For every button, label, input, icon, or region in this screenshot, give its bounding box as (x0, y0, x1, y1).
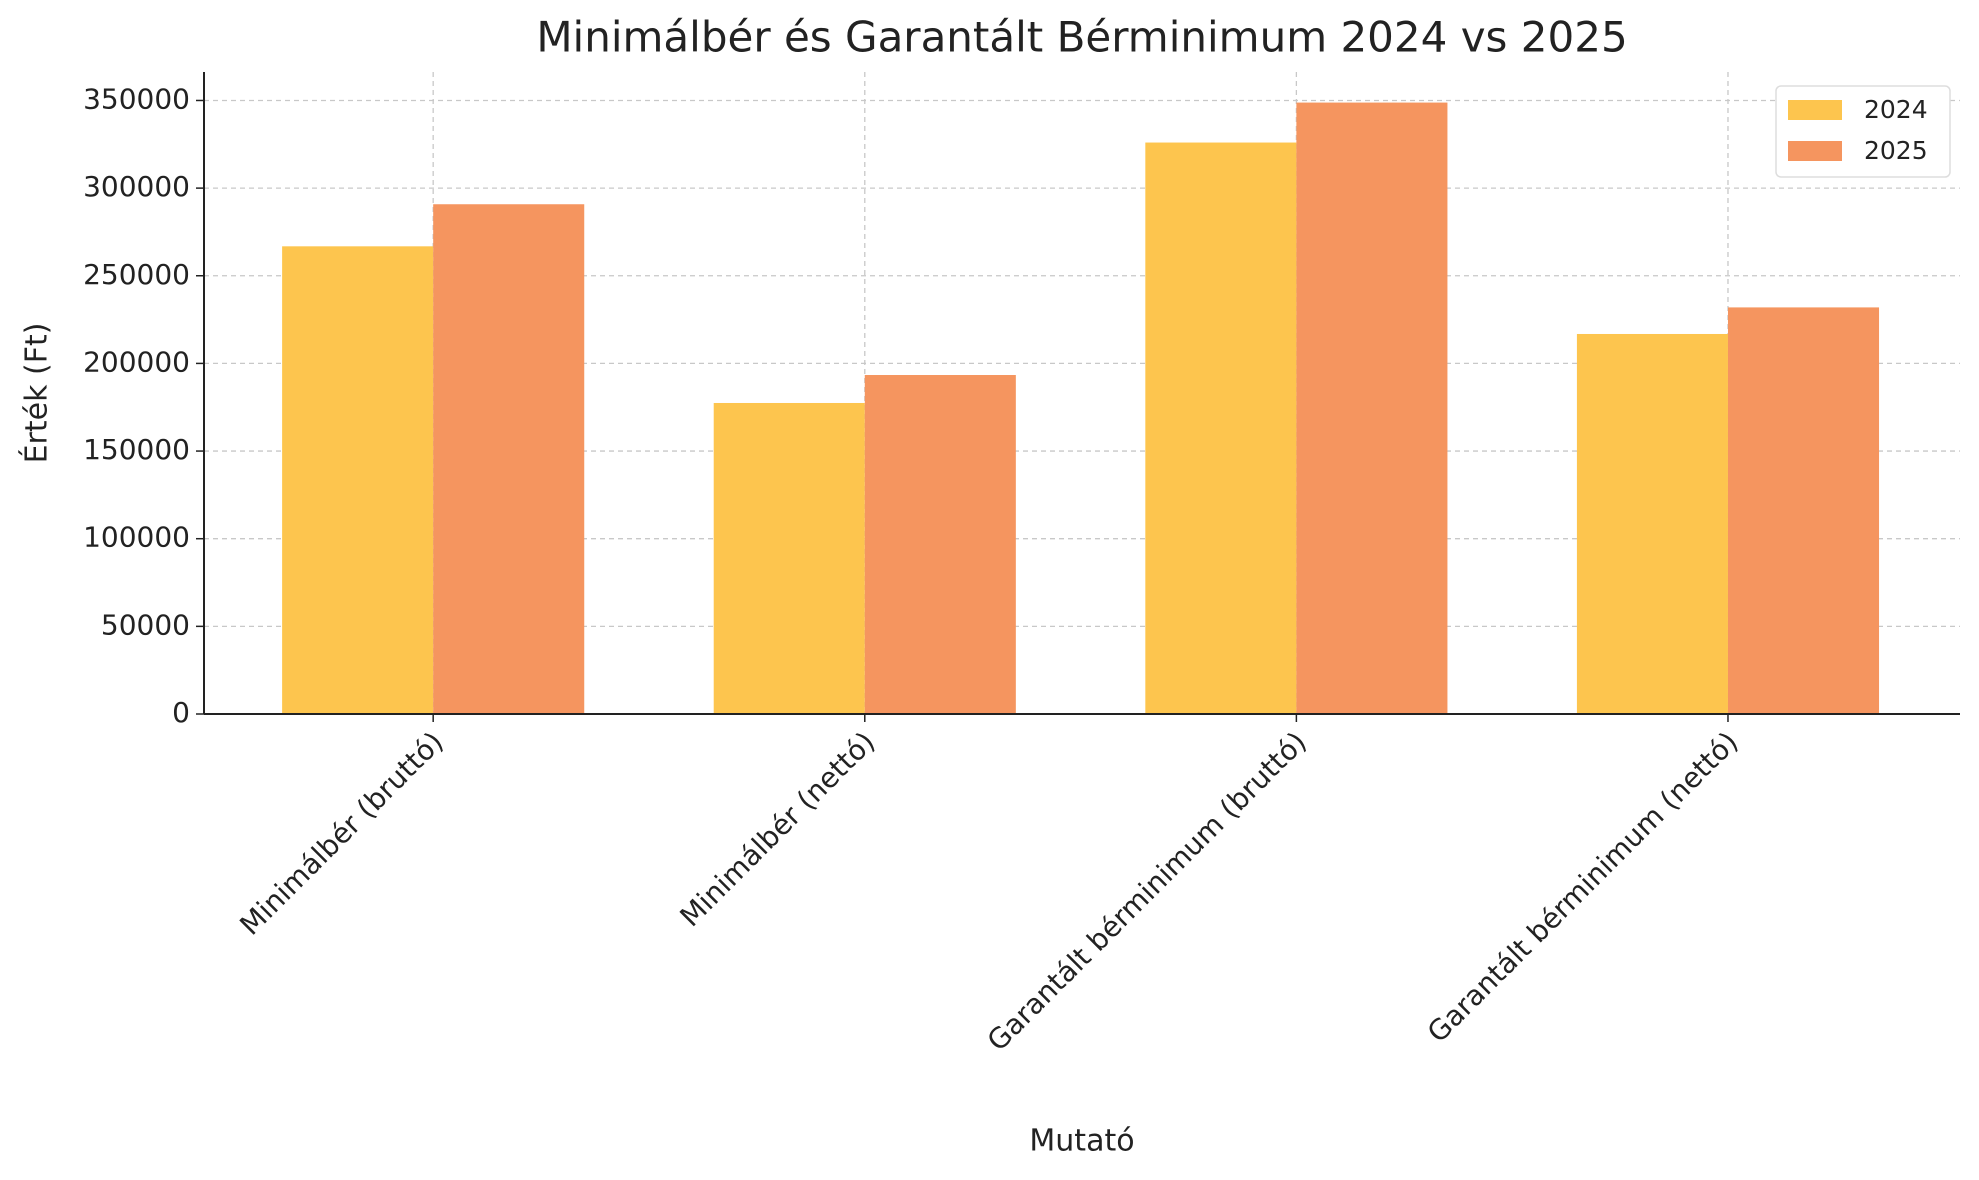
x-tick-label: Garantált bérminimum (nettó) (1421, 725, 1745, 1049)
bar (282, 246, 434, 714)
y-tick-label: 250000 (83, 258, 190, 291)
bar (433, 204, 585, 714)
x-axis-label: Mutató (1029, 1124, 1134, 1159)
y-tick-label: 300000 (83, 170, 190, 203)
bar (1576, 333, 1728, 714)
y-tick-label: 350000 (83, 82, 190, 115)
bar (864, 375, 1016, 714)
legend-swatch (1788, 141, 1842, 161)
legend-label: 2024 (1864, 95, 1928, 124)
y-tick-label: 100000 (83, 521, 190, 554)
legend-swatch (1788, 100, 1842, 120)
y-tick-label: 0 (172, 696, 190, 729)
legend-label: 2025 (1864, 136, 1928, 165)
y-tick-label: 200000 (83, 345, 190, 378)
y-axis-label: Érték (Ft) (19, 323, 55, 464)
chart-title: Minimálbér és Garantált Bérminimum 2024 … (536, 13, 1627, 62)
bar (1145, 142, 1297, 714)
x-tick-label: Garantált bérminimum (bruttó) (981, 725, 1313, 1057)
bar (713, 402, 865, 714)
x-tick-label: Minimálbér (nettó) (673, 725, 881, 933)
x-tick-label: Minimálbér (bruttó) (233, 725, 449, 941)
bar (1296, 102, 1448, 715)
y-tick-label: 150000 (83, 433, 190, 466)
bar (1727, 307, 1880, 714)
y-tick-label: 50000 (101, 608, 190, 641)
